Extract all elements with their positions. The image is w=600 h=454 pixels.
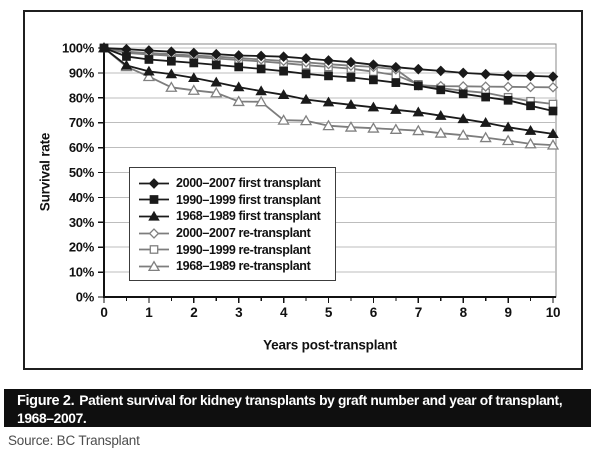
x-tick-label: 4 [280,305,288,320]
figure-caption-text: Patient survival for kidney transplants … [17,393,563,426]
y-tick-label: 90% [69,65,95,80]
y-tick-label: 40% [69,190,95,205]
y-tick-label: 50% [69,165,95,180]
legend-item-1990-1999-re-transplant: 1990–1999 re-transplant [130,241,335,258]
series-2000-2007-first-transplant [98,42,559,82]
legend-item-1968-1989-re-transplant: 1968–1989 re-transplant [130,258,335,275]
legend-label: 1990–1999 first transplant [176,192,321,207]
legend-item-1990-1999-first-transplant: 1990–1999 first transplant [130,192,335,209]
x-tick-label: 0 [100,305,107,320]
y-tick-label: 30% [69,215,95,230]
legend-marker-triangle-filled [139,210,169,221]
axes [103,44,556,298]
legend-marker-triangle-open [139,260,169,271]
y-tick-label: 20% [69,240,95,255]
source-text: Source: BC Transplant [8,433,140,448]
y-tick-label: 80% [69,90,95,105]
x-axis-ticks: 0 1 2 3 4 5 6 7 8 9 10 [100,297,561,320]
legend-label: 2000–2007 re-transplant [176,226,311,241]
x-tick-label: 3 [235,305,243,320]
x-tick-label: 6 [370,305,378,320]
legend-marker-diamond-filled [139,177,169,189]
x-tick-label: 5 [325,305,333,320]
y-tick-label: 10% [69,265,95,280]
chart-legend: 2000–2007 first transplant 1990–1999 firs… [129,167,336,281]
legend-marker-diamond-open [139,227,169,239]
figure-caption-label: Figure 2. [17,393,75,409]
x-tick-label: 7 [415,305,422,320]
x-axis-title: Years post-transplant [263,337,397,353]
legend-label: 1968–1989 first transplant [176,209,321,224]
y-tick-label: 60% [69,140,95,155]
y-axis-title: Survival rate [37,132,53,212]
x-tick-label: 9 [504,305,511,320]
y-axis-ticks: 0% 10% 20% 30% 40% 50% 60% 70% 80% 90% 100% [62,41,104,305]
y-tick-label: 70% [69,115,95,130]
legend-marker-square-open [139,245,169,255]
legend-label: 1968–1989 re-transplant [176,259,311,274]
legend-label: 2000–2007 first transplant [176,176,321,191]
x-tick-label: 2 [190,305,197,320]
legend-item-2000-2007-first-transplant: 2000–2007 first transplant [130,175,335,192]
legend-item-1968-1989-first-transplant: 1968–1989 first transplant [130,208,335,225]
y-tick-label: 100% [62,41,95,56]
legend-label: 1990–1999 re-transplant [176,242,311,257]
y-tick-label: 0% [76,290,95,305]
series-1968-1989-first-transplant [98,42,559,139]
x-tick-label: 10 [546,305,560,320]
legend-item-2000-2007-re-transplant: 2000–2007 re-transplant [130,225,335,242]
legend-marker-square-filled [139,195,169,205]
x-tick-label: 1 [145,305,153,320]
figure-caption-bar: Figure 2. Patient survival for kidney tra… [4,389,591,427]
x-tick-label: 8 [460,305,468,320]
